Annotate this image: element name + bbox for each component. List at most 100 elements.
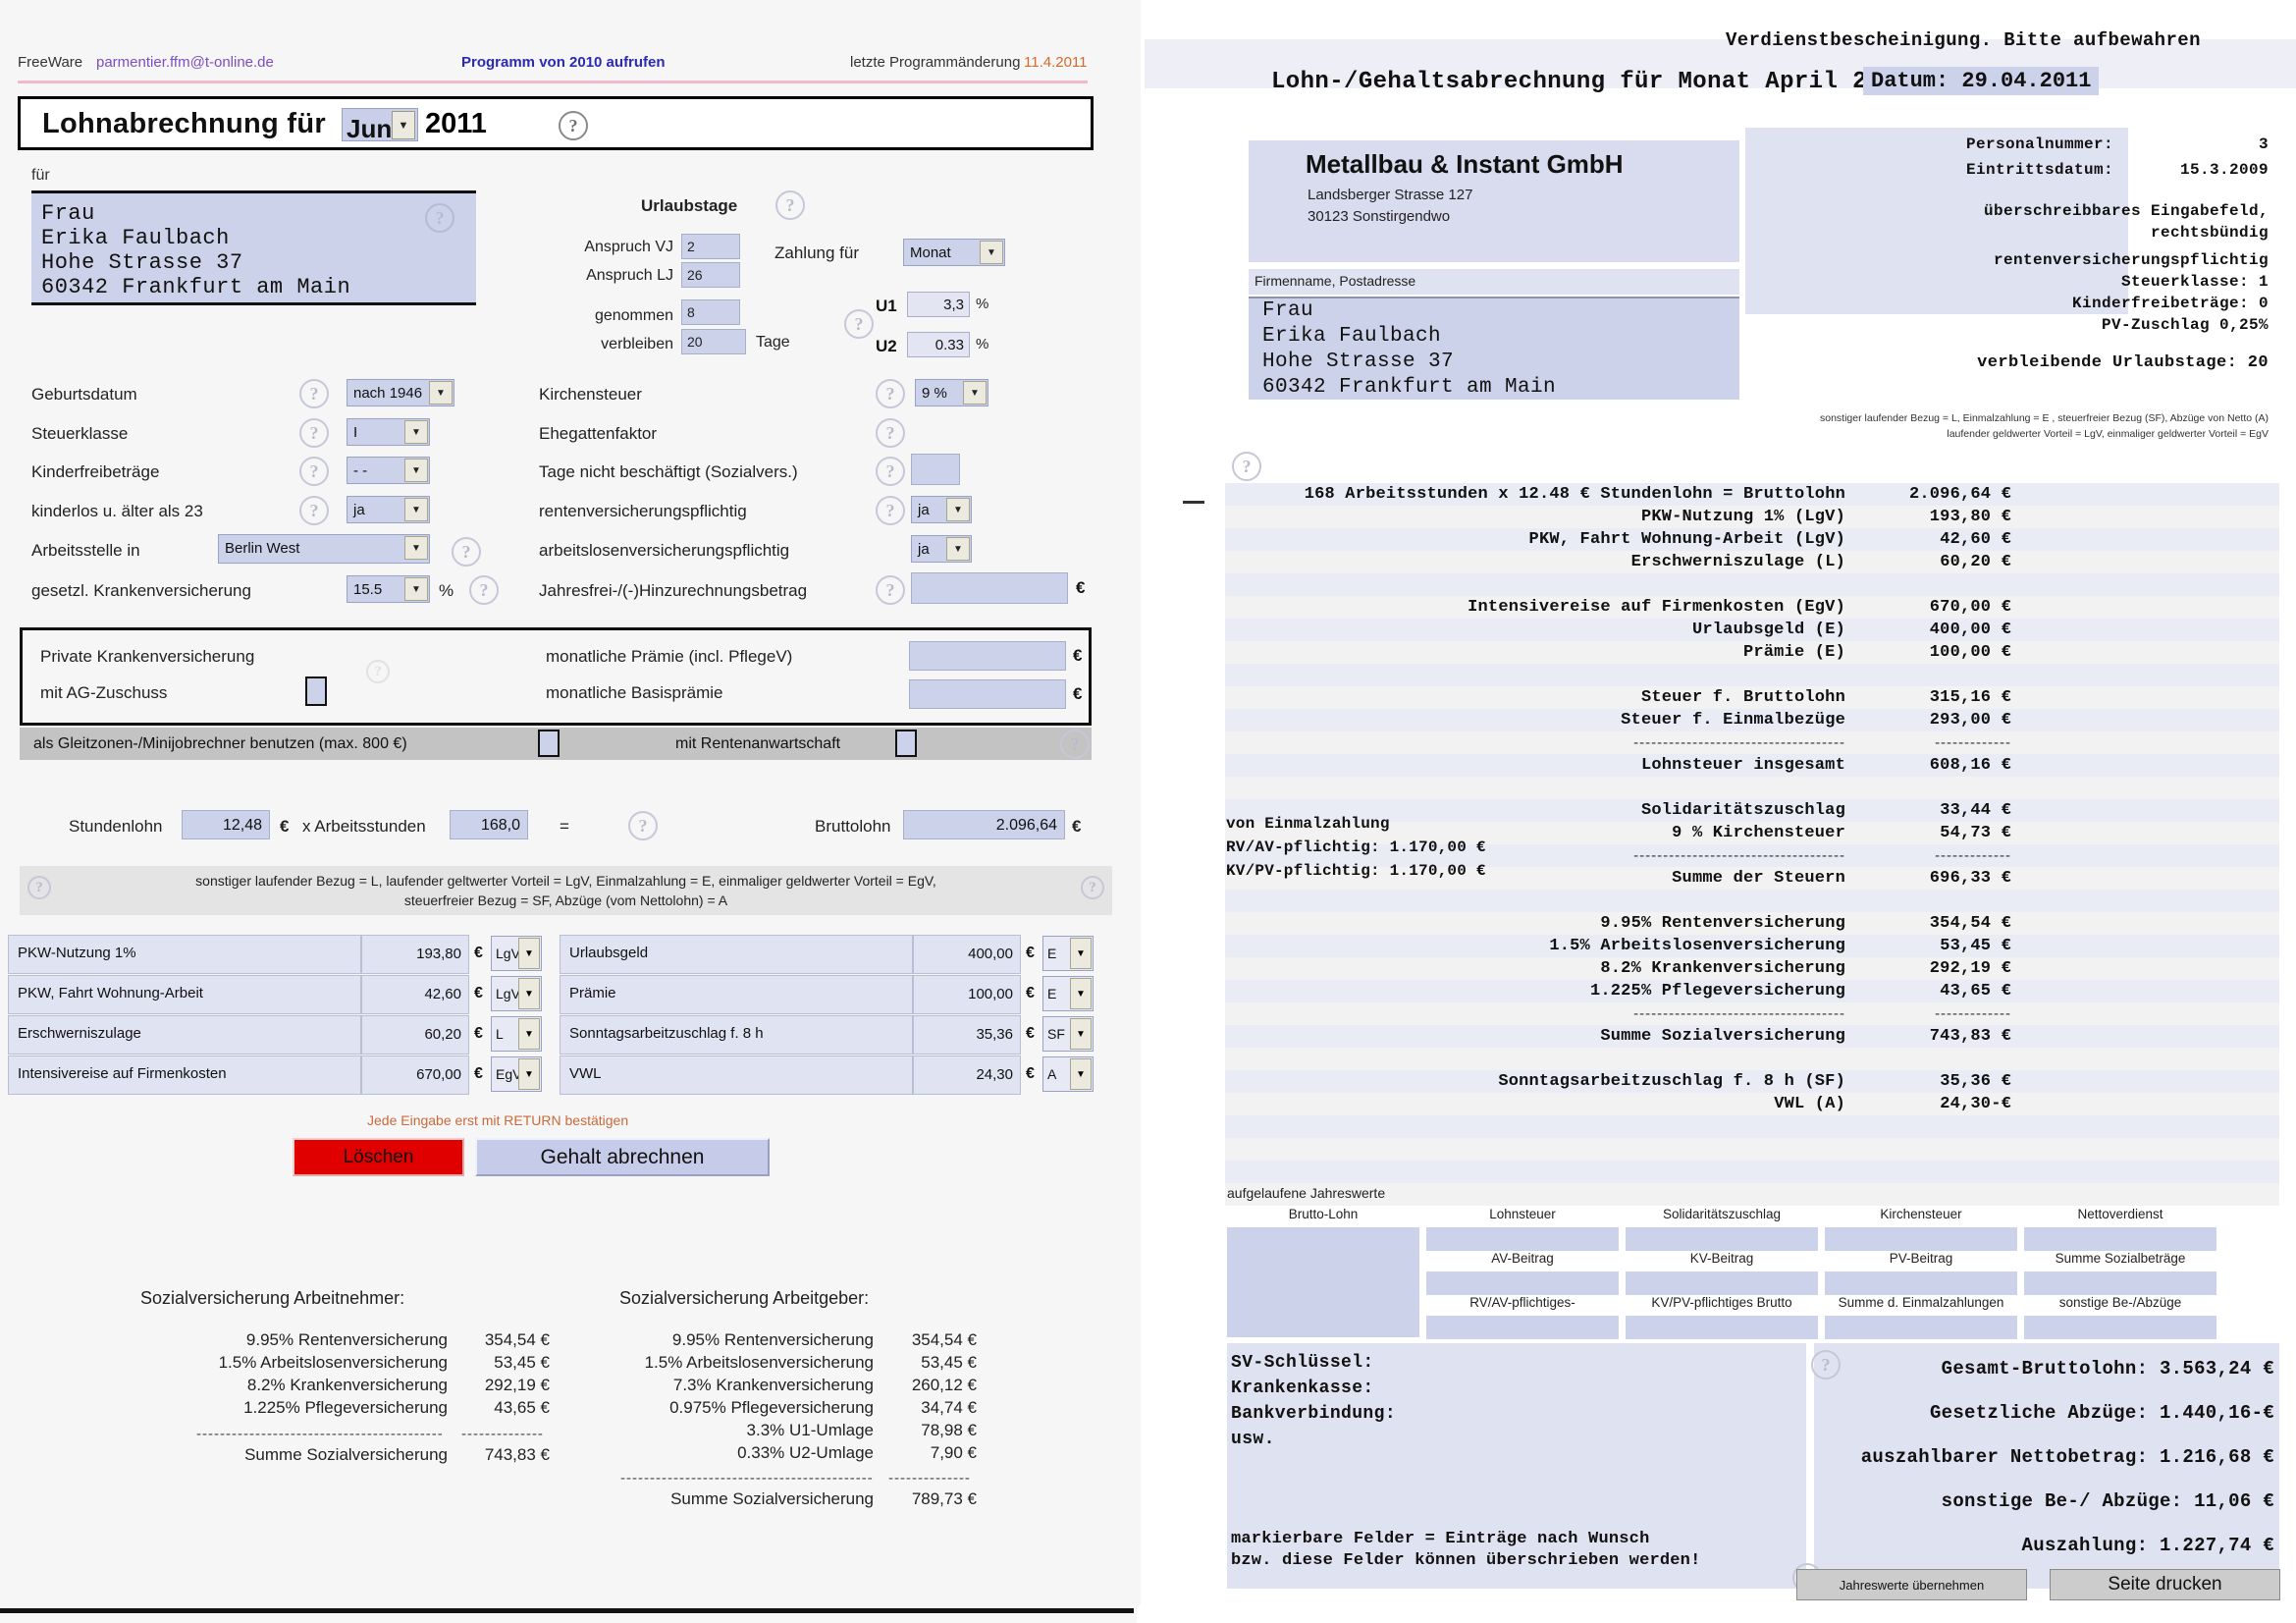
help-icon-gleitzone[interactable]: ? bbox=[1060, 730, 1090, 759]
u1-input[interactable]: 3,3 bbox=[907, 292, 970, 317]
bonus-type-select-0[interactable]: LgV ▼ bbox=[491, 936, 542, 971]
jahreswerte-input[interactable] bbox=[1825, 1271, 2017, 1295]
help-icon-steuerklasse[interactable]: ? bbox=[299, 418, 329, 448]
bonus-type-select-5[interactable]: E ▼ bbox=[1042, 976, 1094, 1011]
help-icon-legend-right[interactable]: ? bbox=[1081, 876, 1104, 899]
bonus-value-1[interactable]: 42,60 bbox=[361, 975, 469, 1014]
help-icon-title[interactable]: ? bbox=[559, 111, 588, 140]
help-icon-kinderlos[interactable]: ? bbox=[299, 496, 329, 525]
zahlung-fuer-select[interactable]: Monat ▼ bbox=[903, 239, 1005, 266]
anspruch-vj-input[interactable]: 2 bbox=[681, 234, 740, 259]
anspruch-lj-input[interactable]: 26 bbox=[681, 262, 740, 288]
jahreswerte-input[interactable] bbox=[2024, 1271, 2216, 1295]
bonus-type-select-2[interactable]: L ▼ bbox=[491, 1016, 542, 1052]
bonus-name-0[interactable]: PKW-Nutzung 1% bbox=[8, 935, 361, 974]
employee-address-input[interactable]: Frau Erika Faulbach Hohe Strasse 37 6034… bbox=[31, 190, 476, 305]
help-icon-arbeitsstelle[interactable]: ? bbox=[452, 537, 481, 567]
jahreswerte-input[interactable] bbox=[1426, 1316, 1619, 1339]
help-icon-urlaubstage[interactable]: ? bbox=[775, 190, 805, 220]
bonus-name-6[interactable]: Sonntagsarbeitzuschlag f. 8 h bbox=[560, 1015, 913, 1055]
rentenanwartschaft-checkbox[interactable] bbox=[895, 730, 917, 757]
sv-employee-amount-1: 53,45 € bbox=[494, 1353, 550, 1372]
bonus-value-7[interactable]: 24,30 bbox=[913, 1055, 1021, 1095]
bonus-type-select-1[interactable]: LgV ▼ bbox=[491, 976, 542, 1011]
pkv-ag-zuschuss-checkbox[interactable] bbox=[305, 676, 327, 706]
rentenversicherungspflichtig-select[interactable]: ja ▼ bbox=[911, 496, 972, 523]
arbeitslosenversicherungspflichtig-select[interactable]: ja ▼ bbox=[911, 535, 972, 563]
jahreswerte-input[interactable] bbox=[1825, 1316, 2017, 1339]
krankenversicherung-select[interactable]: 15.5 ▼ bbox=[347, 575, 430, 603]
arbeitsstunden-input[interactable]: 168,0 bbox=[450, 810, 528, 839]
kinderfreibetraege-select[interactable]: - - ▼ bbox=[347, 457, 430, 484]
bonus-value-0[interactable]: 193,80 bbox=[361, 935, 469, 974]
help-icon-stundenlohn[interactable]: ? bbox=[628, 811, 658, 840]
jahreswerte-input[interactable] bbox=[1426, 1271, 1619, 1295]
jahreswerte-input[interactable] bbox=[2024, 1227, 2216, 1251]
bonus-type-select-7[interactable]: A ▼ bbox=[1042, 1056, 1094, 1092]
pkv-basispraemie-input[interactable] bbox=[909, 679, 1066, 709]
month-select[interactable]: Juni ▼ bbox=[342, 108, 418, 143]
bonus-name-1[interactable]: PKW, Fahrt Wohnung-Arbeit bbox=[8, 975, 361, 1014]
help-icon-umlagen[interactable]: ? bbox=[844, 309, 874, 339]
bonus-type-select-3[interactable]: EgV ▼ bbox=[491, 1056, 542, 1092]
help-icon-jahresfreibetrag[interactable]: ? bbox=[876, 575, 905, 605]
genommen-input[interactable]: 8 bbox=[681, 299, 740, 325]
help-icon-ehegattenfaktor[interactable]: ? bbox=[876, 418, 905, 448]
delete-button[interactable]: Löschen bbox=[293, 1138, 464, 1176]
help-icon-rentenversicherungspflichtig[interactable]: ? bbox=[876, 496, 905, 525]
jahreswerte-input[interactable] bbox=[1626, 1227, 1818, 1251]
help-icon-pkv[interactable]: ? bbox=[366, 660, 390, 683]
kinderlos-select[interactable]: ja ▼ bbox=[347, 496, 430, 523]
bonus-name-7[interactable]: VWL bbox=[560, 1055, 913, 1095]
help-icon-payslip[interactable]: ? bbox=[1232, 452, 1261, 481]
payslip-meta-box[interactable] bbox=[1745, 128, 2128, 314]
arbeitsstelle-select[interactable]: Berlin West ▼ bbox=[218, 534, 430, 564]
help-icon-address[interactable]: ? bbox=[425, 203, 454, 233]
jahresfreibetrag-input[interactable] bbox=[911, 572, 1068, 604]
bonus-name-3[interactable]: Intensivereise auf Firmenkosten bbox=[8, 1055, 361, 1095]
bonus-value-3[interactable]: 670,00 bbox=[361, 1055, 469, 1095]
program-2010-link[interactable]: Programm von 2010 aufrufen bbox=[461, 54, 666, 71]
verbleiben-input[interactable]: 20 bbox=[681, 329, 746, 354]
u2-input[interactable]: 0.33 bbox=[907, 332, 970, 357]
jahreswerte-input[interactable] bbox=[1626, 1271, 1818, 1295]
total-sonstige-abzuege: sonstige Be-/ Abzüge: 11,06 € bbox=[1941, 1490, 2274, 1512]
help-icon-geburtsdatum[interactable]: ? bbox=[299, 379, 329, 408]
jahreswerte-input[interactable] bbox=[2024, 1316, 2216, 1339]
help-icon-kirchensteuer[interactable]: ? bbox=[876, 379, 905, 408]
stundenlohn-input[interactable]: 12,48 bbox=[182, 810, 270, 839]
jahreswerte-input[interactable] bbox=[1825, 1227, 2017, 1251]
company-box[interactable] bbox=[1249, 140, 1739, 262]
steuerklasse-select[interactable]: I ▼ bbox=[347, 418, 430, 446]
jahreswerte-uebernehmen-button[interactable]: Jahreswerte übernehmen bbox=[1796, 1569, 2027, 1600]
gleitzone-checkbox[interactable] bbox=[538, 730, 560, 757]
email-link[interactable]: parmentier.ffm@t-online.de bbox=[96, 54, 274, 71]
geburtsdatum-select[interactable]: nach 1946 ▼ bbox=[347, 379, 454, 406]
kirchensteuer-select[interactable]: 9 % ▼ bbox=[915, 379, 988, 406]
payslip-employee-box[interactable]: Frau Erika Faulbach Hohe Strasse 37 6034… bbox=[1249, 297, 1739, 400]
pkv-praemie-input[interactable] bbox=[909, 641, 1066, 671]
help-icon-kinderfreibetraege[interactable]: ? bbox=[299, 457, 329, 486]
bonus-name-4[interactable]: Urlaubsgeld bbox=[560, 935, 913, 974]
sv-keys-box[interactable] bbox=[1227, 1343, 1806, 1589]
print-page-button[interactable]: Seite drucken bbox=[2050, 1569, 2280, 1600]
bonus-name-5[interactable]: Prämie bbox=[560, 975, 913, 1014]
help-icon-krankenversicherung[interactable]: ? bbox=[469, 575, 499, 605]
jahreswerte-input[interactable] bbox=[1426, 1227, 1619, 1251]
calculate-button[interactable]: Gehalt abrechnen bbox=[475, 1138, 770, 1176]
bonus-value-2[interactable]: 60,20 bbox=[361, 1015, 469, 1055]
help-icon-totals[interactable]: ? bbox=[1811, 1350, 1841, 1380]
help-icon-tage-nicht-beschaeftigt[interactable]: ? bbox=[876, 457, 905, 486]
bonus-type-select-4[interactable]: E ▼ bbox=[1042, 936, 1094, 971]
bonus-type-select-6[interactable]: SF ▼ bbox=[1042, 1016, 1094, 1052]
bonus-name-2[interactable]: Erschwerniszulage bbox=[8, 1015, 361, 1055]
payslip-date[interactable]: Datum: 29.04.2011 bbox=[1863, 67, 2100, 95]
bonus-value-4[interactable]: 400,00 bbox=[913, 935, 1021, 974]
collapse-icon[interactable] bbox=[1183, 501, 1204, 504]
bonus-value-5[interactable]: 100,00 bbox=[913, 975, 1021, 1014]
bonus-value-6[interactable]: 35,36 bbox=[913, 1015, 1021, 1055]
help-icon-legend-left[interactable]: ? bbox=[27, 876, 51, 899]
tage-nicht-beschaeftigt-input[interactable] bbox=[911, 454, 960, 485]
jahreswerte-input-brutto-lohn[interactable] bbox=[1227, 1227, 1419, 1337]
jahreswerte-input[interactable] bbox=[1626, 1316, 1818, 1339]
